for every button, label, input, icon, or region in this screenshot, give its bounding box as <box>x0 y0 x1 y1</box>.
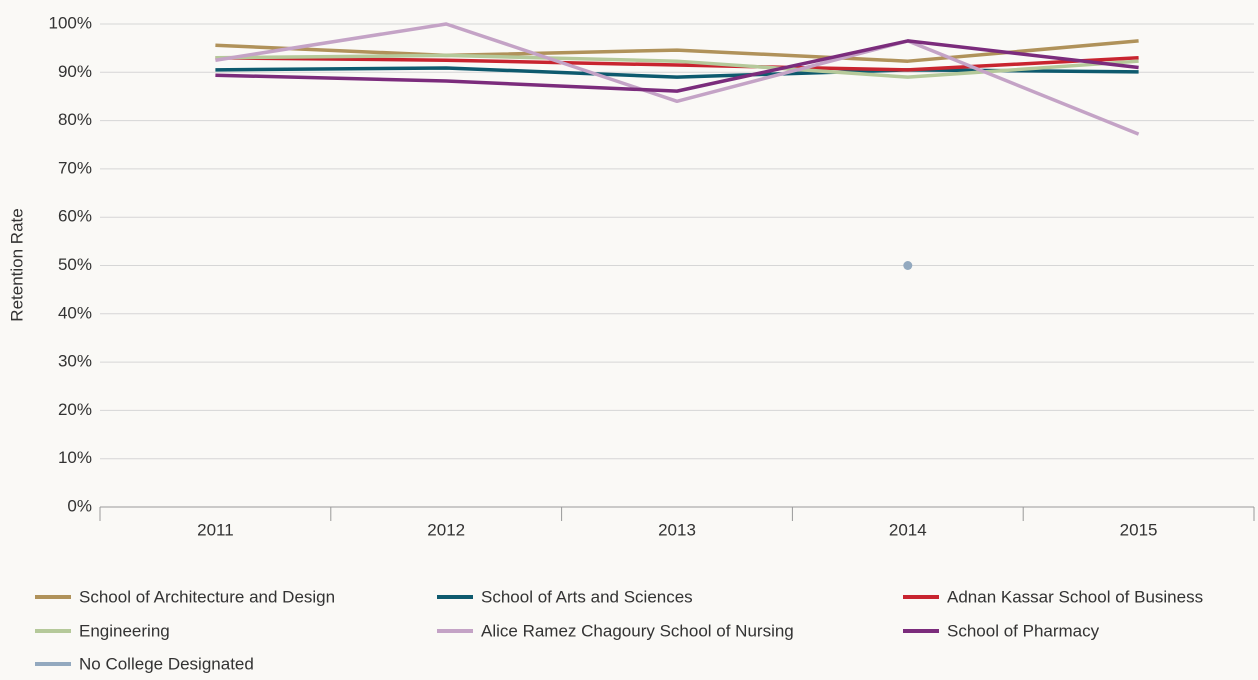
legend-label: School of Arts and Sciences <box>481 587 693 606</box>
series-line <box>215 22 1140 136</box>
y-tick-label: 10% <box>58 448 92 467</box>
legend-label: Adnan Kassar School of Business <box>947 587 1203 606</box>
x-tick-label: 2012 <box>427 520 465 539</box>
y-tick-label: 50% <box>58 255 92 274</box>
legend-label: School of Pharmacy <box>947 621 1100 640</box>
y-tick-label: 20% <box>58 400 92 419</box>
y-axis-label: Retention Rate <box>7 208 26 321</box>
x-tick-label: 2014 <box>889 520 927 539</box>
legend-label: Engineering <box>79 621 170 640</box>
y-tick-label: 70% <box>58 158 92 177</box>
y-tick-label: 0% <box>67 496 92 515</box>
legend-label: No College Designated <box>79 654 254 673</box>
series-line <box>215 39 1139 63</box>
legend-label: Alice Ramez Chagoury School of Nursing <box>481 621 794 640</box>
legend-label: School of Architecture and Design <box>79 587 335 606</box>
x-tick-label: 2011 <box>197 520 234 539</box>
y-tick-label: 90% <box>58 62 92 81</box>
y-tick-label: 60% <box>58 207 92 226</box>
y-tick-label: 100% <box>49 13 92 32</box>
y-tick-label: 40% <box>58 303 92 322</box>
y-tick-label: 30% <box>58 352 92 371</box>
series-line <box>215 39 1139 93</box>
series-line <box>215 56 1139 72</box>
x-tick-label: 2015 <box>1120 520 1158 539</box>
data-point <box>903 261 913 270</box>
y-tick-label: 80% <box>58 110 92 129</box>
x-tick-label: 2013 <box>658 520 696 539</box>
